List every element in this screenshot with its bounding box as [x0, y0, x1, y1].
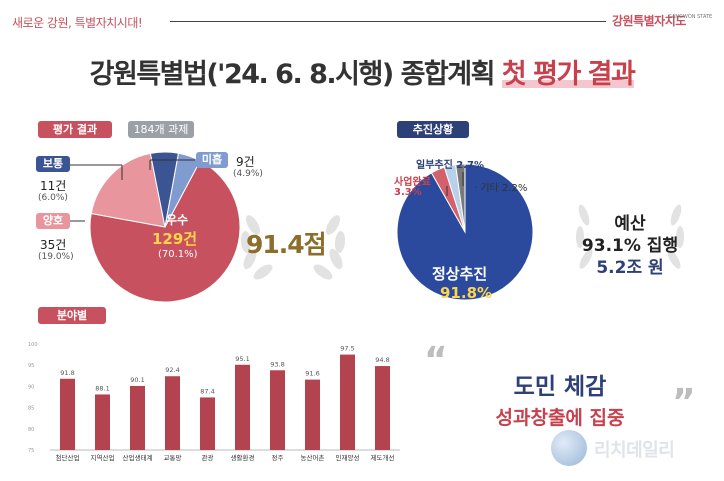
slice-count-우수: 129건 — [152, 230, 198, 248]
slice-label-미흡: 미흡 — [196, 152, 228, 168]
slice-pct-사업완료: 3.3% — [394, 187, 422, 198]
slice-pct-우수: (70.1%) — [158, 249, 198, 260]
open-quote-icon: “ — [424, 340, 448, 381]
budget-info: 예산 93.1% 집행 5.2조 원 — [570, 213, 690, 279]
bar-value-label: 93.8 — [270, 360, 284, 368]
slice-count-보통: 11건 — [40, 179, 67, 193]
header-divider — [170, 21, 606, 22]
y-tick-label: 90 — [28, 384, 34, 390]
page-title-main: 강원특별법('24. 6. 8.시행) 종합계획 — [89, 59, 496, 90]
bar-정주 — [270, 370, 285, 450]
close-quote-icon: ” — [672, 382, 696, 423]
overall-score: 91.4점 — [246, 230, 327, 259]
eval-section-label: 평가 결과 — [38, 121, 112, 138]
y-tick-label: 95 — [28, 363, 34, 369]
progress-section-label: 추진상황 — [397, 121, 469, 138]
bar-제도개선 — [375, 366, 390, 450]
bar-value-label: 94.8 — [375, 356, 389, 364]
logo-subtitle: GANGWON STATE — [668, 14, 713, 20]
x-tick-label: 농산어촌 — [301, 453, 325, 462]
logo: 강원특별자치도 — [612, 14, 686, 28]
slice-label-우수: 우수 — [166, 213, 189, 227]
slice-label-일부추진: 일부추진 2.7% — [416, 160, 485, 171]
progress-pie-chart — [396, 163, 534, 301]
y-tick-label: 75 — [28, 448, 34, 454]
x-tick-label: 지역산업 — [91, 453, 115, 462]
y-tick-label: 100 — [28, 342, 38, 348]
laurel-wreath-icon-2 — [576, 204, 684, 269]
slice-label-양호: 양호 — [36, 213, 70, 229]
bar-관광 — [200, 397, 215, 450]
bar-생활환경 — [235, 364, 250, 450]
slice-label-기타: · 기타 2.2% — [474, 183, 528, 194]
globe-icon — [551, 430, 587, 466]
x-tick-label: 제도개선 — [371, 453, 395, 462]
watermark-text: 리치데일리 — [594, 440, 675, 461]
eval-section-tag: 184개 과제 — [128, 121, 194, 138]
slice-label-보통: 보통 — [36, 156, 70, 172]
budget-amount: 5.2조 원 — [596, 258, 664, 278]
budget-rate: 93.1% 집행 — [581, 236, 679, 256]
y-tick-label: 80 — [28, 427, 34, 433]
x-tick-label: 정주 — [272, 453, 284, 462]
slice-label-정상추진: 정상추진 — [432, 265, 488, 283]
x-tick-label: 첨단산업 — [56, 453, 80, 462]
x-tick-label: 인재양성 — [336, 453, 360, 462]
slice-pct-미흡: (4.9%) — [233, 169, 263, 179]
pie-slice-우수 — [89, 160, 241, 303]
eval-pie-chart — [65, 151, 241, 303]
bar-value-label: 91.8 — [60, 369, 74, 377]
slice-pct-양호: (19.0%) — [38, 252, 74, 262]
y-tick-label: 85 — [28, 406, 34, 412]
slice-count-미흡: 9건 — [236, 155, 255, 169]
bar-value-label: 90.1 — [130, 376, 144, 384]
laurel-wreath-icon — [240, 215, 346, 280]
slogan-line2: 성과창출에 집중 — [495, 407, 625, 429]
bar-첨단산업 — [60, 378, 75, 450]
x-tick-label: 산업생태계 — [123, 453, 153, 462]
bar-value-label: 97.5 — [340, 345, 354, 353]
x-tick-label: 관광 — [202, 453, 214, 462]
header-slogan: 새로운 강원, 특별자치시대! — [12, 16, 143, 30]
budget-label: 예산 — [614, 214, 646, 234]
slice-count-양호: 35건 — [40, 238, 67, 252]
bar-교통망 — [165, 376, 180, 450]
page-title-highlight: 첫 평가 결과 — [501, 59, 636, 90]
slice-pct-보통: (6.0%) — [38, 193, 68, 203]
field-section-label: 분야별 — [38, 307, 106, 324]
bar-value-label: 92.4 — [165, 366, 179, 374]
x-tick-label: 생활환경 — [231, 453, 255, 462]
bar-산업생태계 — [130, 385, 145, 450]
bar-value-label: 87.4 — [200, 387, 214, 395]
bar-지역산업 — [95, 394, 110, 450]
bar-농산어촌 — [305, 379, 320, 450]
bar-인재양성 — [340, 354, 355, 450]
field-bar-chart: 100 95 90 85 80 75 91.8 첨단산업 88.1 지역산업 90.1 산업생태계 92… — [28, 342, 400, 462]
bar-value-label: 88.1 — [95, 384, 109, 392]
slice-label-사업완료: 사업완료 — [394, 177, 431, 188]
bar-value-label: 91.6 — [305, 370, 319, 378]
slice-pct-정상추진: 91.8% — [440, 284, 493, 302]
x-tick-label: 교통망 — [164, 453, 182, 462]
page-title: 강원특별법('24. 6. 8.시행) 종합계획 첫 평가 결과 — [0, 52, 724, 91]
slogan-line1: 도민 체감 — [513, 374, 607, 400]
bar-value-label: 95.1 — [235, 355, 249, 363]
pie-slice-양호 — [90, 152, 166, 228]
